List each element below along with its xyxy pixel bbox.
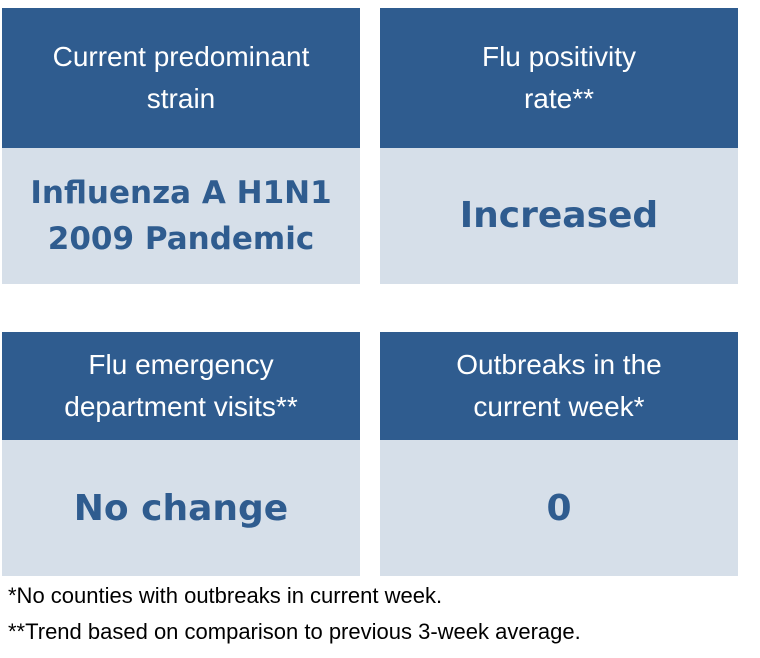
card-title: Flu positivity rate** (380, 8, 738, 148)
card-value: Increased (380, 148, 738, 284)
footnote-trend: **Trend based on comparison to previous … (8, 619, 581, 644)
footnote-outbreaks: *No counties with outbreaks in current w… (8, 583, 443, 608)
card-value: Influenza A H1N1 2009 Pandemic (2, 148, 360, 284)
card-flu-positivity: Flu positivity rate** Increased (380, 8, 738, 284)
card-ed-visits: Flu emergency department visits** No cha… (2, 332, 360, 576)
card-title: Flu emergency department visits** (2, 332, 360, 440)
card-predominant-strain: Current predominant strain Influenza A H… (2, 8, 360, 284)
card-title: Outbreaks in the current week* (380, 332, 738, 440)
card-title: Current predominant strain (2, 8, 360, 148)
card-value: 0 (380, 440, 738, 576)
footnotes: *No counties with outbreaks in current w… (8, 578, 758, 650)
card-outbreaks: Outbreaks in the current week* 0 (380, 332, 738, 576)
card-value: No change (2, 440, 360, 576)
